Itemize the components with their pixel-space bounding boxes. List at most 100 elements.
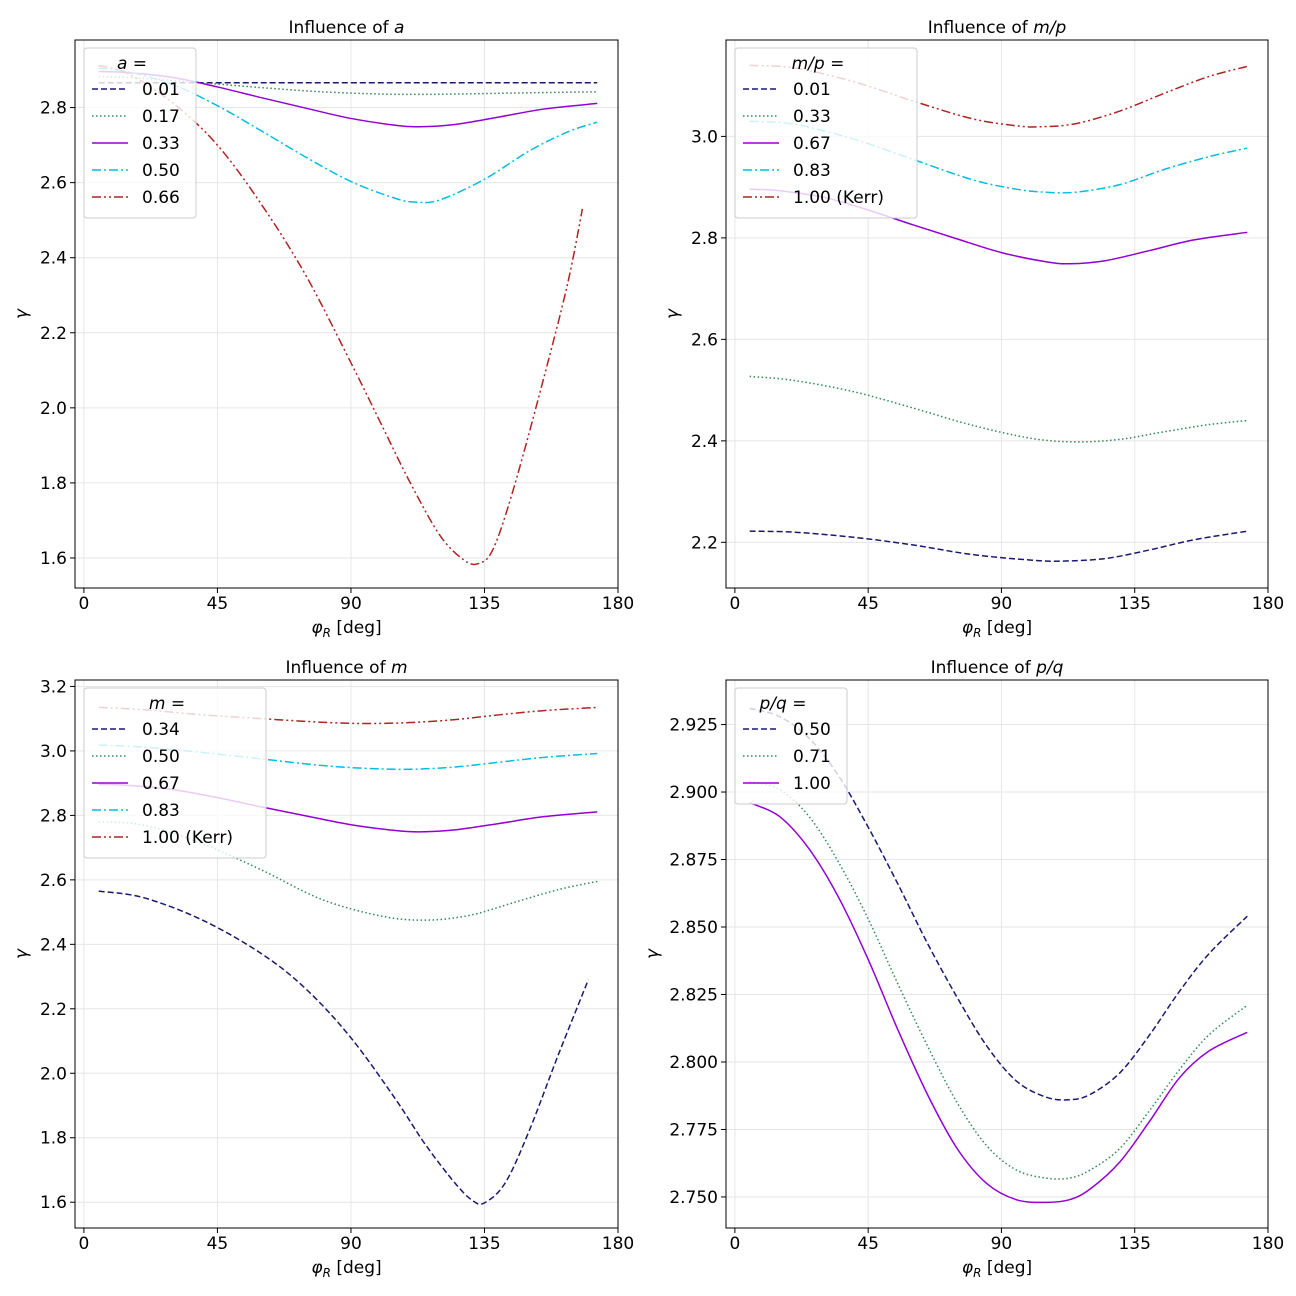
x-axis-label: φR [deg] bbox=[962, 1258, 1032, 1280]
y-tick-label: 2.6 bbox=[40, 174, 67, 194]
y-tick-label: 1.6 bbox=[40, 549, 67, 569]
legend-title: p/q = bbox=[759, 694, 807, 714]
x-tick-label: 90 bbox=[340, 594, 362, 614]
y-tick-label: 2.2 bbox=[691, 533, 718, 553]
y-tick-label: 2.6 bbox=[691, 330, 718, 350]
y-tick-label: 1.8 bbox=[40, 474, 67, 494]
legend-title: m/p = bbox=[792, 54, 845, 74]
x-tick-label: 0 bbox=[729, 594, 740, 614]
y-tick-label: 1.8 bbox=[40, 1129, 67, 1149]
x-axis-label: φR [deg] bbox=[311, 618, 381, 640]
y-tick-label: 2.8 bbox=[691, 229, 718, 249]
legend: m/p = 0.01 0.33 0.67 0.83 1.00 (Kerr) bbox=[734, 47, 918, 219]
y-tick-label: 2.800 bbox=[669, 1053, 718, 1073]
chart-title: Influence of m/p bbox=[928, 18, 1067, 38]
legend-label: 0.50 bbox=[793, 720, 831, 740]
series-line-0-34 bbox=[98, 890, 590, 1206]
y-tick-label: 2.900 bbox=[669, 783, 718, 803]
y-tick-label: 2.4 bbox=[691, 432, 718, 452]
legend-label: 0.50 bbox=[142, 161, 180, 181]
x-tick-label: 45 bbox=[207, 594, 229, 614]
legend: a = 0.01 0.17 0.33 0.50 0.66 bbox=[83, 47, 197, 219]
legend-label: 0.50 bbox=[142, 747, 180, 767]
y-tick-label: 3.2 bbox=[40, 677, 67, 697]
series-line-0-83 bbox=[749, 120, 1248, 194]
y-tick-label: 2.2 bbox=[40, 324, 67, 344]
legend-label: 0.33 bbox=[142, 134, 180, 154]
y-tick-label: 2.4 bbox=[40, 249, 67, 269]
y-tick-label: 2.925 bbox=[669, 716, 718, 736]
axes-frame bbox=[74, 679, 619, 1229]
x-tick-label: 0 bbox=[729, 1234, 740, 1254]
y-axis-label: γ bbox=[643, 948, 663, 959]
subplot-2: 0 45 90 135 180 2.2 2.4 2.6 2.8 3.0 Influence of m… bbox=[663, 18, 1284, 640]
x-tick-label: 0 bbox=[78, 594, 89, 614]
x-tick-label: 90 bbox=[991, 594, 1013, 614]
series-line-0-01 bbox=[749, 530, 1248, 562]
legend-title: m = bbox=[149, 694, 185, 714]
series-line-1-00-Kerr- bbox=[98, 706, 598, 725]
y-tick-label: 2.0 bbox=[40, 1064, 67, 1084]
legend-box bbox=[83, 47, 197, 219]
y-tick-label: 2.850 bbox=[669, 918, 718, 938]
subplot-4: 0 45 90 135 180 2.750 2.775 2.800 2.825 2.850 2.87… bbox=[643, 658, 1284, 1280]
subplot-3: 0 45 90 135 180 1.6 1.8 2.0 2.2 2.4 2.6 2.8 3.0 3.2 In… bbox=[12, 658, 634, 1280]
x-tick-label: 180 bbox=[1252, 594, 1284, 614]
legend: p/q = 0.50 0.71 1.00 bbox=[734, 687, 848, 805]
y-tick-label: 2.2 bbox=[40, 1000, 67, 1020]
x-tick-label: 135 bbox=[1118, 1234, 1150, 1254]
legend-label: 0.83 bbox=[142, 801, 180, 821]
legend-label: 0.33 bbox=[793, 107, 831, 127]
y-tick-label: 2.775 bbox=[669, 1120, 718, 1140]
subplot-1: 0 45 90 135 180 1.6 1.8 2.0 2.2 2.4 2.6 2.8 Influenc… bbox=[12, 18, 634, 640]
legend: m = 0.34 0.50 0.67 0.83 1.00 (Kerr) bbox=[83, 687, 267, 859]
y-tick-label: 2.4 bbox=[40, 935, 67, 955]
x-axis-label: φR [deg] bbox=[962, 618, 1032, 640]
x-tick-label: 0 bbox=[78, 1234, 89, 1254]
legend-label: 0.66 bbox=[142, 188, 180, 208]
series-line-0-33 bbox=[749, 375, 1248, 443]
legend-box bbox=[734, 687, 848, 805]
series-line-0-66 bbox=[98, 64, 584, 566]
x-tick-label: 180 bbox=[602, 594, 634, 614]
y-tick-label: 2.8 bbox=[40, 99, 67, 119]
legend-label: 0.67 bbox=[142, 774, 180, 794]
x-tick-label: 45 bbox=[857, 594, 879, 614]
y-tick-label: 3.0 bbox=[691, 127, 718, 147]
x-tick-label: 90 bbox=[340, 1234, 362, 1254]
legend-label: 0.83 bbox=[793, 161, 831, 181]
x-tick-label: 45 bbox=[207, 1234, 229, 1254]
legend-label: 0.67 bbox=[793, 134, 831, 154]
x-axis-label: φR [deg] bbox=[311, 1258, 381, 1280]
chart-title: Influence of m bbox=[285, 658, 407, 678]
legend-label: 0.71 bbox=[793, 747, 831, 767]
y-tick-label: 2.6 bbox=[40, 871, 67, 891]
legend-label: 1.00 bbox=[793, 774, 831, 794]
y-tick-label: 2.750 bbox=[669, 1188, 718, 1208]
axes-frame bbox=[74, 39, 619, 589]
y-tick-label: 2.875 bbox=[669, 851, 718, 871]
x-tick-label: 90 bbox=[991, 1234, 1013, 1254]
legend-label: 1.00 (Kerr) bbox=[793, 188, 884, 208]
y-tick-label: 1.6 bbox=[40, 1193, 67, 1213]
y-axis-label: γ bbox=[663, 308, 683, 319]
legend-title: a = bbox=[117, 54, 147, 74]
legend-label: 0.17 bbox=[142, 107, 180, 127]
x-tick-label: 135 bbox=[1118, 594, 1150, 614]
legend-box bbox=[83, 687, 267, 859]
series-line-0-71 bbox=[749, 780, 1248, 1180]
y-axis-label: γ bbox=[12, 308, 32, 319]
x-tick-label: 180 bbox=[602, 1234, 634, 1254]
y-tick-label: 2.825 bbox=[669, 985, 718, 1005]
x-tick-label: 135 bbox=[468, 1234, 500, 1254]
y-tick-label: 3.0 bbox=[40, 742, 67, 762]
x-tick-label: 45 bbox=[857, 1234, 879, 1254]
chart-title: Influence of p/q bbox=[931, 658, 1064, 678]
legend-label: 0.01 bbox=[142, 80, 180, 100]
y-tick-label: 2.8 bbox=[40, 806, 67, 826]
legend-label: 1.00 (Kerr) bbox=[142, 828, 233, 848]
legend-label: 0.34 bbox=[142, 720, 180, 740]
series-line-1-00 bbox=[749, 802, 1248, 1204]
y-tick-label: 2.0 bbox=[40, 399, 67, 419]
